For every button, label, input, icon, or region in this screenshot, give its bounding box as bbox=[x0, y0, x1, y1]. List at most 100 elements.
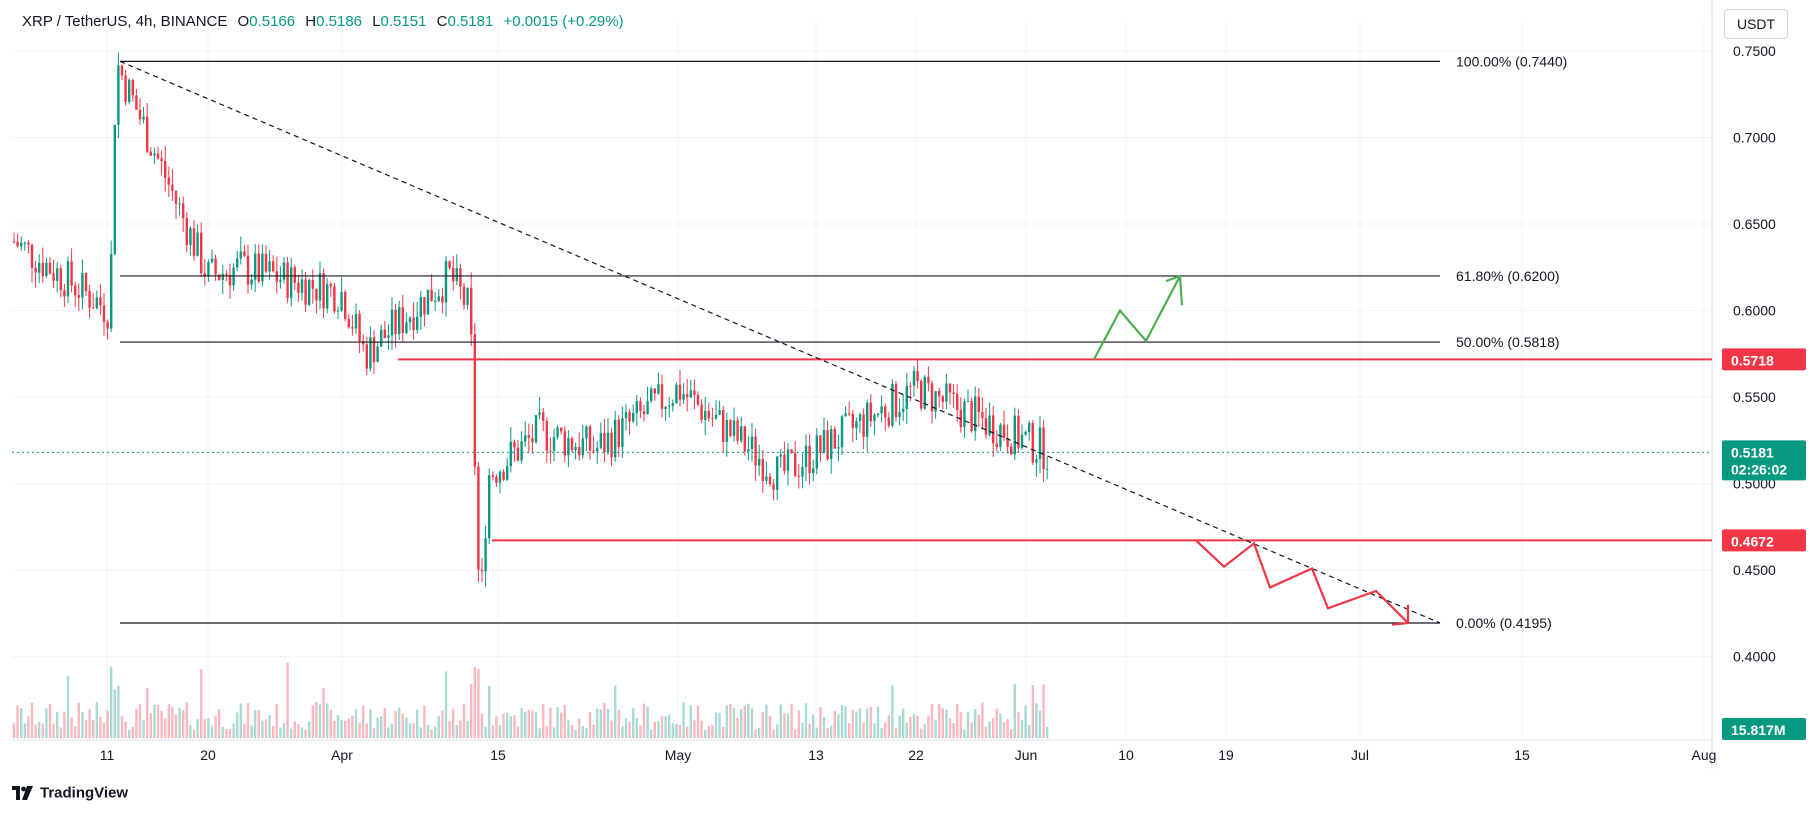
candle-body bbox=[513, 441, 516, 448]
candle-body bbox=[196, 232, 199, 256]
candle-body bbox=[484, 538, 487, 572]
candle-body bbox=[520, 441, 523, 461]
volume-bar bbox=[470, 684, 473, 738]
volume-bar bbox=[164, 718, 167, 738]
volume-bar bbox=[23, 723, 26, 738]
volume-bar bbox=[916, 715, 919, 738]
volume-bar bbox=[524, 711, 527, 738]
candle-body bbox=[347, 319, 350, 328]
volume-bar bbox=[27, 716, 30, 738]
volume-bar bbox=[711, 724, 714, 738]
volume-bar bbox=[282, 723, 286, 738]
volume-bar bbox=[322, 688, 325, 738]
volume-bar bbox=[84, 719, 88, 738]
volume-bar bbox=[383, 707, 386, 738]
volume-bar bbox=[952, 723, 955, 738]
candle-body bbox=[938, 390, 941, 397]
volume-bar bbox=[909, 716, 912, 738]
change-value: +0.0015 (+0.29%) bbox=[503, 13, 624, 30]
candle-body bbox=[678, 384, 682, 400]
volume-bar bbox=[480, 713, 484, 738]
volume-bar bbox=[437, 716, 440, 738]
candle-body bbox=[491, 475, 494, 477]
candle-body bbox=[250, 279, 253, 285]
volume-bar bbox=[362, 705, 365, 738]
volume-bar bbox=[48, 704, 52, 738]
volume-bar bbox=[678, 725, 682, 738]
candle-body bbox=[182, 203, 185, 219]
candle-body bbox=[1010, 446, 1013, 455]
candle-body bbox=[700, 404, 703, 420]
volume-bar bbox=[419, 727, 422, 738]
candle-body bbox=[711, 418, 714, 420]
volume-bar bbox=[261, 720, 264, 738]
candle-body bbox=[624, 412, 628, 419]
candle-body bbox=[920, 380, 923, 409]
volume-bar bbox=[786, 713, 790, 738]
low-value: 0.5151 bbox=[380, 13, 427, 30]
volume-bar bbox=[1038, 710, 1042, 738]
volume-bar bbox=[1017, 712, 1020, 738]
volume-bar bbox=[387, 727, 390, 738]
candle-body bbox=[128, 80, 131, 102]
volume-badge-text: 15.817M bbox=[1731, 722, 1785, 738]
volume-bar bbox=[844, 706, 847, 738]
candle-body bbox=[714, 414, 718, 419]
volume-bar bbox=[369, 709, 372, 738]
candle-body bbox=[200, 232, 203, 274]
volume-bar bbox=[556, 707, 559, 738]
volume-bar bbox=[243, 724, 246, 738]
volume-bar bbox=[880, 728, 883, 738]
candle-body bbox=[614, 419, 617, 458]
candle-body bbox=[336, 310, 340, 312]
candle-body bbox=[833, 429, 836, 449]
candle-body bbox=[30, 244, 34, 268]
volume-bar bbox=[264, 719, 268, 738]
candle-body bbox=[704, 410, 707, 420]
price-tick-label: 0.6500 bbox=[1733, 216, 1776, 232]
volume-bar bbox=[441, 710, 444, 738]
candle-body bbox=[974, 396, 977, 432]
candle-body bbox=[812, 468, 815, 474]
volume-bar bbox=[477, 668, 480, 738]
candle-body bbox=[934, 390, 937, 412]
candle-body bbox=[722, 410, 725, 442]
high-value: 0.5186 bbox=[316, 13, 363, 30]
low-label: L bbox=[372, 13, 381, 30]
candle-body bbox=[1002, 424, 1006, 439]
candle-body bbox=[693, 390, 696, 395]
currency-button[interactable]: USDT bbox=[1724, 9, 1788, 39]
volume-bar bbox=[966, 712, 970, 738]
candle-body bbox=[977, 396, 980, 413]
current-price-badge-text: 02:26:02 bbox=[1731, 461, 1787, 477]
candle-body bbox=[16, 241, 19, 247]
candle-body bbox=[462, 286, 466, 305]
open-value: 0.5166 bbox=[249, 13, 296, 30]
volume-bar bbox=[873, 723, 876, 738]
candle-body bbox=[189, 228, 192, 246]
volume-bar bbox=[736, 718, 739, 738]
volume-bar bbox=[970, 722, 973, 738]
candle-body bbox=[318, 273, 322, 301]
volume-bar bbox=[228, 729, 232, 738]
volume-bar bbox=[1042, 684, 1045, 738]
candle-body bbox=[657, 384, 660, 394]
candle-body bbox=[412, 317, 415, 330]
tradingview-logo[interactable]: TradingView bbox=[12, 784, 128, 802]
candle-body bbox=[48, 262, 52, 274]
volume-bar bbox=[851, 710, 854, 738]
candle-body bbox=[444, 260, 448, 303]
volume-bar bbox=[822, 716, 826, 738]
volume-bar bbox=[401, 713, 404, 738]
volume-bar bbox=[534, 712, 538, 738]
candle-body bbox=[768, 476, 772, 485]
volume-bar bbox=[743, 705, 746, 738]
candle-body bbox=[254, 253, 257, 280]
candle-body bbox=[311, 279, 314, 289]
volume-bar bbox=[178, 708, 181, 738]
volume-bar bbox=[279, 727, 282, 738]
volume-bar bbox=[102, 722, 106, 738]
volume-bar bbox=[538, 728, 541, 738]
candle-body bbox=[138, 109, 142, 120]
